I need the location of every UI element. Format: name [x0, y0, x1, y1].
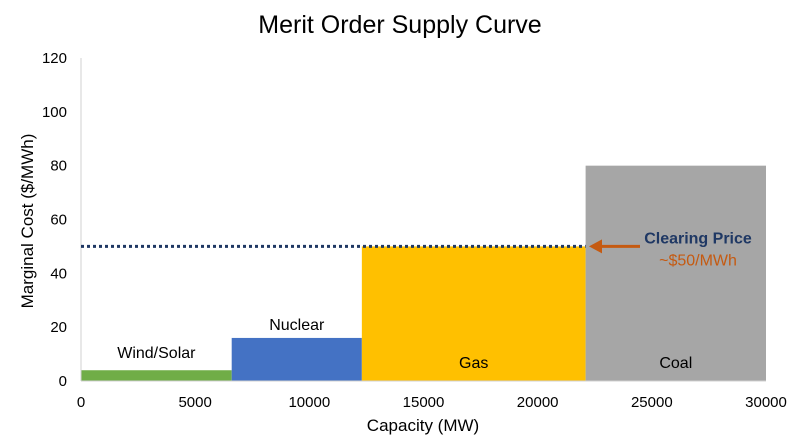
clearing-price-overlay: Clearing Price ~$50/MWh — [81, 230, 752, 269]
y-tick-label: 120 — [42, 50, 67, 67]
bars-group: Wind/Solar Nuclear Gas Coal — [81, 165, 766, 381]
bar-2 — [361, 246, 586, 381]
bar-0 — [81, 370, 232, 381]
y-tick-label: 100 — [42, 104, 67, 121]
y-tick-label: 20 — [50, 319, 67, 336]
x-tick-label: 15000 — [403, 394, 445, 411]
segment-label-0: Wind/Solar — [117, 345, 196, 362]
x-axis-label: Capacity (MW) — [367, 416, 479, 435]
clearing-price-arrow-head — [589, 239, 602, 254]
x-tick-label: 10000 — [288, 394, 330, 411]
segment-label-1: Nuclear — [269, 317, 325, 334]
y-tick-labels: 0 20 40 60 80 100 120 — [42, 50, 67, 390]
y-tick-label: 60 — [50, 212, 67, 229]
x-tick-label: 20000 — [517, 394, 559, 411]
y-axis-label: Marginal Cost ($/MWh) — [18, 134, 37, 309]
x-tick-label: 0 — [77, 394, 85, 411]
bar-3 — [585, 165, 766, 381]
segment-label-2: Gas — [459, 355, 488, 372]
y-tick-label: 0 — [59, 373, 67, 390]
y-tick-label: 80 — [50, 158, 67, 175]
clearing-price-label: Clearing Price — [644, 230, 752, 247]
bar-1 — [231, 337, 362, 381]
x-tick-labels: 0 5000 10000 15000 20000 25000 30000 — [77, 394, 787, 411]
y-tick-label: 40 — [50, 265, 67, 282]
segment-label-3: Coal — [659, 355, 692, 372]
x-tick-label: 30000 — [745, 394, 787, 411]
x-tick-label: 5000 — [178, 394, 211, 411]
clearing-price-sublabel: ~$50/MWh — [659, 252, 737, 269]
chart-title: Merit Order Supply Curve — [258, 11, 541, 39]
axes-group — [80, 58, 766, 382]
x-tick-label: 25000 — [631, 394, 673, 411]
